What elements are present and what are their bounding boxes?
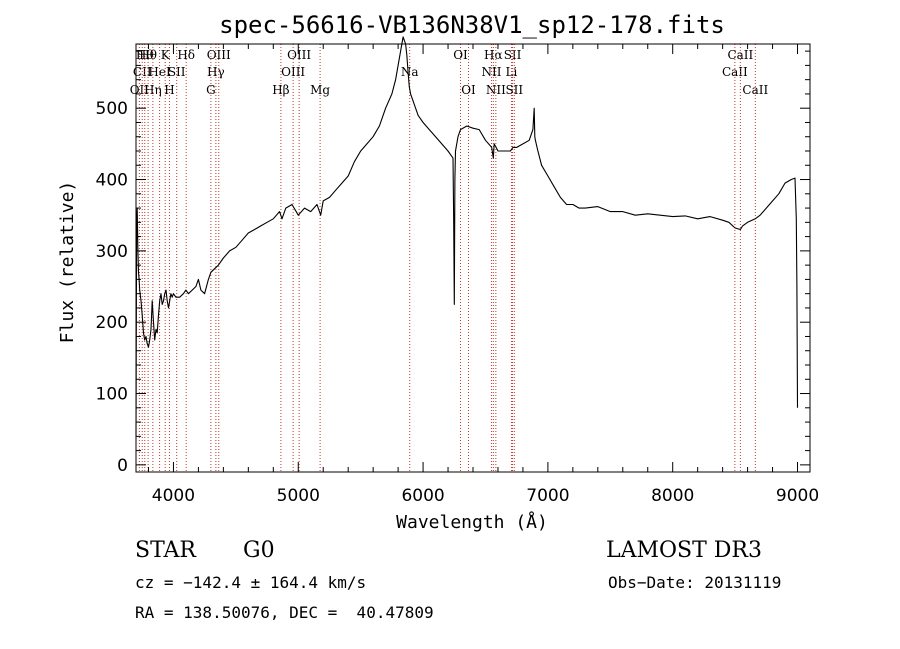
x-tick-label: 7000 — [526, 486, 569, 506]
line-marker-label: OI — [461, 83, 476, 97]
survey-name: LAMOST DR3 — [606, 538, 762, 563]
x-tick-label: 5000 — [277, 486, 320, 506]
y-tick-label: 100 — [96, 385, 128, 405]
line-marker-label: Hα — [484, 48, 503, 62]
line-markers: OIICIIHθHθHηHeIKHSIIHδGHγOIIIHβOIIIOIIIM… — [130, 44, 768, 472]
line-marker-label: SII — [505, 83, 523, 97]
line-marker-label: Li — [506, 65, 518, 79]
coordinates: RA = 138.50076, DEC = 40.47809 — [135, 603, 434, 622]
observation-date: Obs−Date: 20131119 — [608, 573, 782, 592]
chart-title: spec-56616-VB136N38V1_sp12-178.fits — [219, 11, 725, 39]
line-marker-label: OI — [453, 48, 468, 62]
line-marker-label: OIII — [207, 48, 231, 62]
x-tick-label: 9000 — [776, 486, 819, 506]
line-marker-label: CaII — [727, 48, 753, 62]
spectrum-series — [135, 36, 799, 437]
line-marker-label: Mg — [310, 83, 330, 97]
line-marker-label: Na — [401, 65, 419, 79]
x-axis-label: Wavelength (Å) — [396, 511, 548, 533]
line-marker-label: K — [161, 48, 171, 62]
object-subclass: G0 — [243, 538, 275, 563]
line-marker-label: CII — [133, 65, 152, 79]
line-marker-label: SII — [504, 48, 522, 62]
y-tick-label: 400 — [96, 171, 128, 191]
x-axis-ticks: 4000 5000 6000 7000 8000 9000 — [147, 44, 819, 506]
line-marker-label: NII — [486, 83, 506, 97]
line-marker-label: G — [206, 83, 216, 97]
line-marker-label: OIII — [287, 48, 311, 62]
y-axis-label: Flux (relative) — [57, 181, 78, 344]
line-marker-label: H — [164, 83, 174, 97]
line-marker-label: NII — [481, 65, 501, 79]
x-tick-label: 6000 — [401, 486, 444, 506]
plot-frame — [135, 43, 811, 473]
y-tick-label: 300 — [96, 242, 128, 262]
redshift-cz: cz = −142.4 ± 164.4 km/s — [135, 573, 367, 592]
line-marker-label: CaII — [742, 83, 768, 97]
y-tick-label: 500 — [96, 99, 128, 119]
line-marker-label: SII — [168, 65, 186, 79]
y-tick-label: 0 — [117, 456, 128, 476]
line-marker-label: Hη — [144, 83, 162, 97]
spectrum-line — [135, 36, 799, 437]
x-tick-label: 8000 — [651, 486, 694, 506]
line-marker-label: Hθ — [139, 48, 157, 62]
line-marker-label: CaII — [722, 65, 748, 79]
line-marker-label: Hγ — [207, 65, 225, 79]
line-marker-label: Hβ — [272, 83, 289, 97]
line-marker-label: Hδ — [177, 48, 195, 62]
x-tick-label: 4000 — [152, 486, 195, 506]
object-class: STAR — [135, 538, 196, 563]
y-tick-label: 200 — [96, 313, 128, 333]
line-marker-label: OIII — [281, 65, 305, 79]
y-axis-ticks: 0 100 200 300 400 500 — [96, 50, 810, 476]
